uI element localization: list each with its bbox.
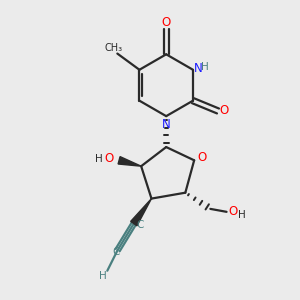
Polygon shape <box>118 157 141 166</box>
Text: H: H <box>99 271 107 281</box>
Text: C: C <box>112 247 120 256</box>
Text: CH₃: CH₃ <box>105 43 123 53</box>
Text: O: O <box>197 151 206 164</box>
Text: N: N <box>162 118 171 131</box>
Text: N: N <box>194 62 203 75</box>
Text: H: H <box>95 154 103 164</box>
Text: H: H <box>238 210 246 220</box>
Polygon shape <box>131 199 152 226</box>
Text: O: O <box>162 16 171 29</box>
Text: O: O <box>228 205 238 218</box>
Text: O: O <box>220 104 229 118</box>
Text: H: H <box>202 62 209 72</box>
Text: O: O <box>104 152 113 165</box>
Text: C: C <box>136 220 144 230</box>
